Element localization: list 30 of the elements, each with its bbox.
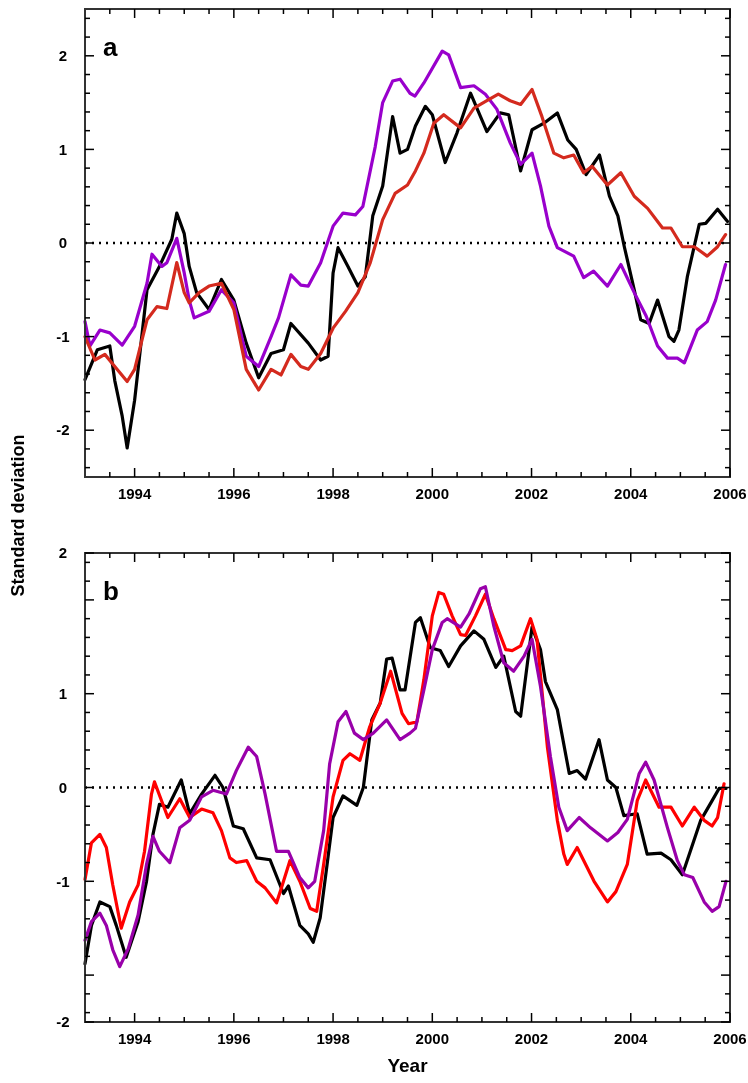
x-tick-label: 1996 [217,485,251,502]
text: a [103,32,118,62]
x-tick-label: 2004 [614,1030,649,1047]
x-tick-label: 1998 [316,485,350,502]
x-tick-label: 1996 [217,1030,251,1047]
x-tick-label: 2004 [614,485,649,502]
y-axis-title: Standard deviation [8,434,28,597]
y-tick-label: 2 [58,544,68,562]
y-tick-label: 1 [58,140,68,158]
x-tick-label: 2006 [713,1030,747,1047]
y-tick-label: 1 [58,684,68,702]
y-tick-label: 2 [58,47,68,65]
x-tick-label: 1994 [117,1030,152,1047]
y-tick-label: 0 [58,778,68,796]
y-tick-label: -2 [56,1013,70,1031]
x-tick-label: 1998 [316,1030,350,1047]
text: b [103,576,119,606]
x-tick-label: 2000 [415,485,449,502]
x-tick-label: 2002 [514,485,549,502]
line-series [83,91,730,450]
line-series [83,87,728,392]
x-axis-title: Year [387,1055,429,1076]
x-tick-label: 2000 [415,1030,449,1047]
y-tick-label: -1 [56,327,70,345]
y-tick-label: -2 [56,421,70,439]
y-tick-label: -1 [56,872,70,890]
x-tick-label: 2006 [713,485,747,502]
x-tick-label: 2002 [514,1030,549,1047]
y-tick-label: 0 [58,234,68,252]
x-tick-label: 1994 [117,485,152,502]
